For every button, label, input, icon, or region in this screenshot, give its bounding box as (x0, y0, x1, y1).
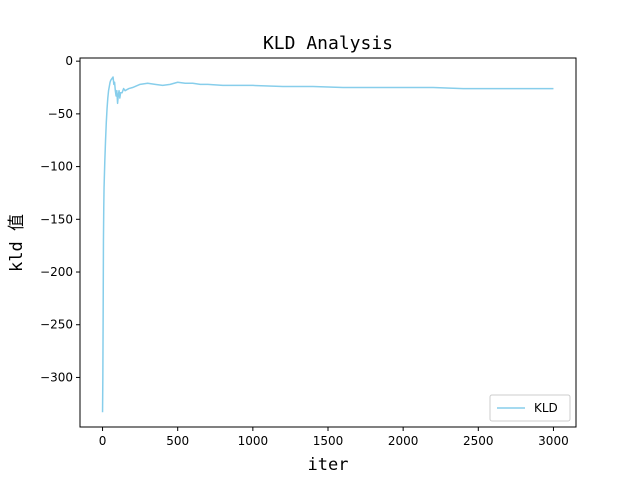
legend-label: KLD (534, 401, 558, 415)
y-tick-label: −50 (48, 107, 73, 121)
y-tick-label: −100 (40, 160, 73, 174)
x-tick-label: 2500 (463, 434, 494, 448)
y-axis-label: kld 值 (7, 214, 27, 272)
x-tick-label: 2000 (388, 434, 419, 448)
x-tick-label: 1500 (313, 434, 344, 448)
plot-area (101, 76, 554, 413)
y-tick-label: −250 (40, 318, 73, 332)
legend: KLD (489, 394, 571, 422)
series-line-0 (101, 76, 554, 413)
x-axis-label: iter (308, 455, 349, 475)
y-tick-label: −200 (40, 265, 73, 279)
x-tick-label: 0 (99, 434, 107, 448)
y-tick-label: −300 (40, 370, 73, 384)
x-tick-label: 3000 (538, 434, 569, 448)
y-tick-label: 0 (65, 54, 73, 68)
chart-title: KLD Analysis (263, 33, 393, 54)
x-tick-label: 500 (166, 434, 189, 448)
legend-box (489, 394, 571, 422)
x-axis: 0 500 1000 1500 2000 2500 3000 (99, 427, 569, 448)
y-axis: 0 −50 −100 −150 −200 −250 −300 (40, 54, 80, 384)
x-tick-label: 1000 (238, 434, 269, 448)
y-tick-label: −150 (40, 212, 73, 226)
